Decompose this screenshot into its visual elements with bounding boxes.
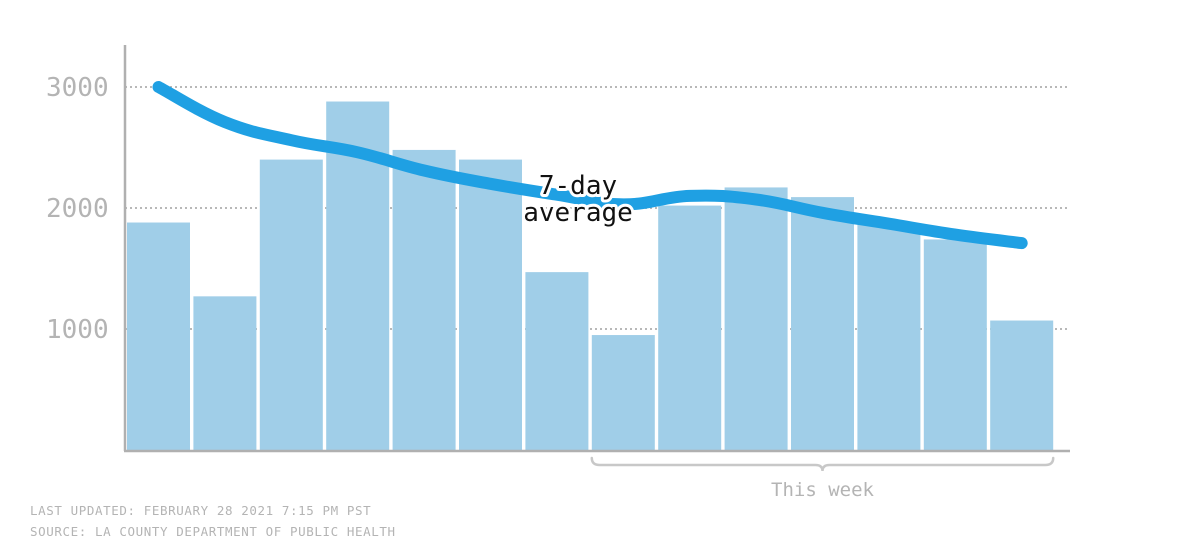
- y-tick-label-3000: 3000: [46, 73, 109, 103]
- bar-7: [525, 272, 589, 450]
- bracket-shape: [590, 456, 1055, 472]
- bar-1: [127, 222, 190, 450]
- bar-14: [990, 320, 1054, 450]
- bar-13: [923, 239, 987, 450]
- footer-last-updated: LAST UPDATED: FEBRUARY 28 2021 7:15 PM P…: [30, 503, 372, 518]
- bar-3: [259, 159, 323, 450]
- axes: [123, 45, 1070, 453]
- average-line-group: [152, 81, 1028, 250]
- y-tick-labels: 1000 2000 3000: [46, 73, 109, 345]
- annotation-line-2: average: [523, 198, 633, 228]
- bar-8: [591, 335, 655, 450]
- bar-5: [392, 149, 456, 451]
- bar-11: [791, 197, 854, 450]
- bar-12: [857, 223, 921, 450]
- footer-source: SOURCE: LA COUNTY DEPARTMENT OF PUBLIC H…: [30, 524, 396, 539]
- y-tick-label-1000: 1000: [46, 315, 109, 345]
- bar-10: [724, 187, 788, 450]
- y-tick-label-2000: 2000: [46, 194, 109, 224]
- this-week-bracket: This week: [590, 456, 1055, 501]
- bracket-label: This week: [771, 479, 875, 501]
- bar-6: [459, 159, 522, 450]
- annotation-line-1: 7-day: [539, 171, 617, 201]
- bar-9: [658, 205, 722, 450]
- bars: [127, 101, 1054, 451]
- bar-2: [193, 296, 257, 450]
- average-line: [152, 81, 1028, 250]
